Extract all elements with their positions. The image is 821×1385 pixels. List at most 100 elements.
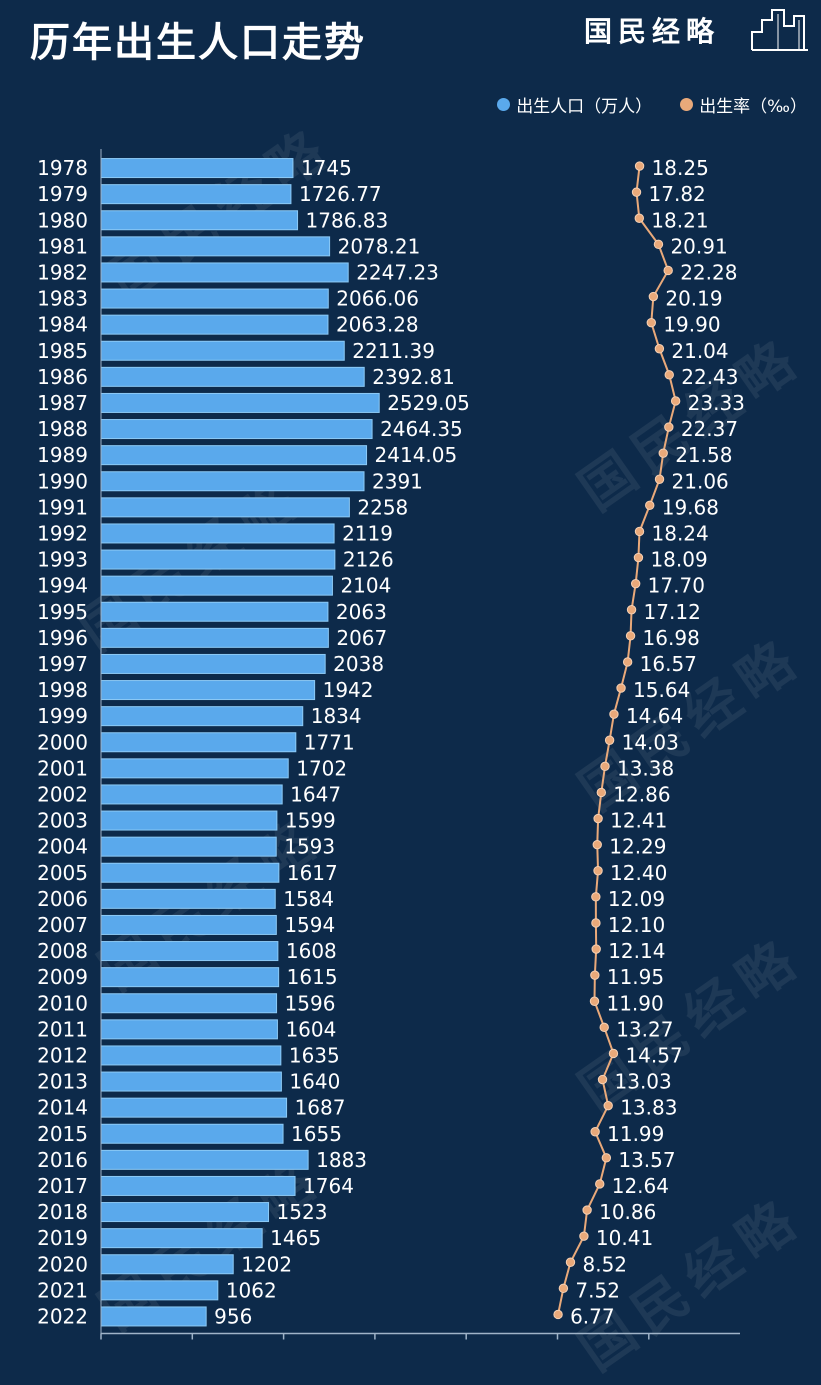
category-label: 1978: [37, 156, 88, 180]
bar: [100, 706, 304, 727]
bar-value-label: 1834: [311, 704, 362, 728]
rate-value-label: 11.95: [607, 965, 664, 989]
bar-value-label: 2063.28: [336, 313, 419, 337]
bar-value-label: 2258: [357, 495, 408, 519]
rate-point: [582, 1205, 592, 1215]
category-label: 1987: [37, 391, 88, 415]
rate-point: [625, 631, 636, 641]
brand-logo: 国民经略: [578, 6, 810, 52]
bar: [100, 262, 349, 283]
bar: [100, 392, 380, 413]
category-label: 2018: [37, 1200, 88, 1224]
rate-value-label: 8.52: [582, 1252, 627, 1276]
rate-value-label: 20.91: [670, 234, 727, 258]
rate-point: [565, 1257, 576, 1267]
rate-point: [590, 970, 600, 980]
category-label: 1997: [37, 652, 88, 676]
category-label: 2019: [37, 1226, 88, 1250]
bar: [100, 1045, 282, 1066]
rate-point: [646, 317, 656, 328]
rate-value-label: 23.33: [688, 391, 745, 415]
rate-point: [664, 370, 674, 380]
rate-value-label: 6.77: [570, 1304, 615, 1328]
bar-value-label: 2414.05: [375, 443, 458, 467]
rate-point: [608, 1048, 619, 1059]
rate-value-label: 17.82: [649, 182, 706, 206]
rate-point: [664, 422, 674, 432]
bar: [100, 1019, 278, 1040]
bar-value-label: 1465: [270, 1226, 321, 1250]
rate-value-label: 7.52: [575, 1278, 620, 1302]
bar: [100, 210, 299, 231]
rate-point: [634, 161, 645, 171]
bar: [100, 340, 345, 361]
skyline-icon: [751, 9, 808, 51]
category-label: 2015: [37, 1122, 88, 1146]
bar-value-label: 2066.06: [336, 287, 419, 311]
bar-value-label: 1726.77: [299, 182, 382, 206]
rate-point: [599, 1022, 609, 1033]
category-label: 1995: [37, 600, 88, 624]
rate-value-label: 11.99: [607, 1122, 664, 1146]
bar-value-label: 2119: [342, 521, 393, 545]
bar-value-label: 2211.39: [352, 339, 435, 363]
bar: [100, 1228, 263, 1249]
bar: [100, 914, 277, 935]
bar: [100, 288, 329, 309]
rate-value-label: 13.03: [615, 1070, 672, 1094]
rate-value-label: 10.86: [599, 1200, 656, 1224]
rate-value-label: 14.64: [626, 704, 683, 728]
category-label: 2000: [37, 730, 88, 754]
rate-point: [591, 918, 601, 928]
rate-value-label: 21.58: [675, 443, 732, 467]
bar-value-label: 1942: [323, 678, 374, 702]
rate-value-label: 18.24: [652, 521, 709, 545]
bar: [100, 941, 279, 962]
rate-point: [590, 1127, 600, 1137]
rate-value-label: 13.83: [620, 1096, 677, 1120]
rate-value-label: 14.03: [622, 730, 679, 754]
bar-value-label: 1655: [291, 1122, 342, 1146]
bar-value-label: 1584: [283, 887, 334, 911]
bar: [100, 862, 280, 883]
bar-value-label: 1786.83: [306, 208, 389, 232]
rate-value-label: 18.09: [650, 548, 707, 572]
bar: [100, 184, 292, 205]
bar: [100, 967, 280, 988]
rate-value-label: 16.98: [643, 626, 700, 650]
bar-value-label: 1523: [277, 1200, 328, 1224]
rate-point: [604, 735, 615, 745]
legend-item-rate: 出生率（‰）: [680, 92, 807, 117]
bar: [100, 1202, 270, 1223]
bar-value-label: 2464.35: [380, 417, 463, 441]
bar-value-label: 1062: [226, 1278, 277, 1302]
bar-value-label: 956: [214, 1304, 252, 1328]
category-label: 1991: [37, 495, 88, 519]
chart-title: 历年出生人口走势: [30, 20, 366, 66]
rate-point: [553, 1309, 563, 1320]
bar-value-label: 1687: [295, 1096, 346, 1120]
rate-point: [591, 944, 601, 954]
bar-value-label: 2126: [343, 548, 394, 572]
bar-value-label: 2392.81: [372, 365, 455, 389]
rate-point: [654, 474, 665, 484]
rate-point: [593, 866, 603, 876]
bar: [100, 445, 368, 466]
rate-point: [558, 1283, 569, 1294]
category-label: 1992: [37, 521, 88, 545]
rate-value-label: 12.10: [608, 913, 665, 937]
rate-value-label: 13.57: [618, 1148, 675, 1172]
rate-point: [601, 1153, 612, 1163]
bar: [100, 549, 336, 570]
category-label: 1982: [37, 260, 88, 284]
category-label: 2012: [37, 1043, 88, 1067]
category-label: 2002: [37, 782, 88, 806]
category-label: 1986: [37, 365, 88, 389]
rate-point: [648, 291, 659, 302]
bar: [100, 419, 373, 440]
rate-point: [634, 213, 644, 223]
bar-value-label: 1771: [304, 730, 355, 754]
bar: [100, 1280, 219, 1301]
rate-value-label: 22.43: [681, 365, 738, 389]
